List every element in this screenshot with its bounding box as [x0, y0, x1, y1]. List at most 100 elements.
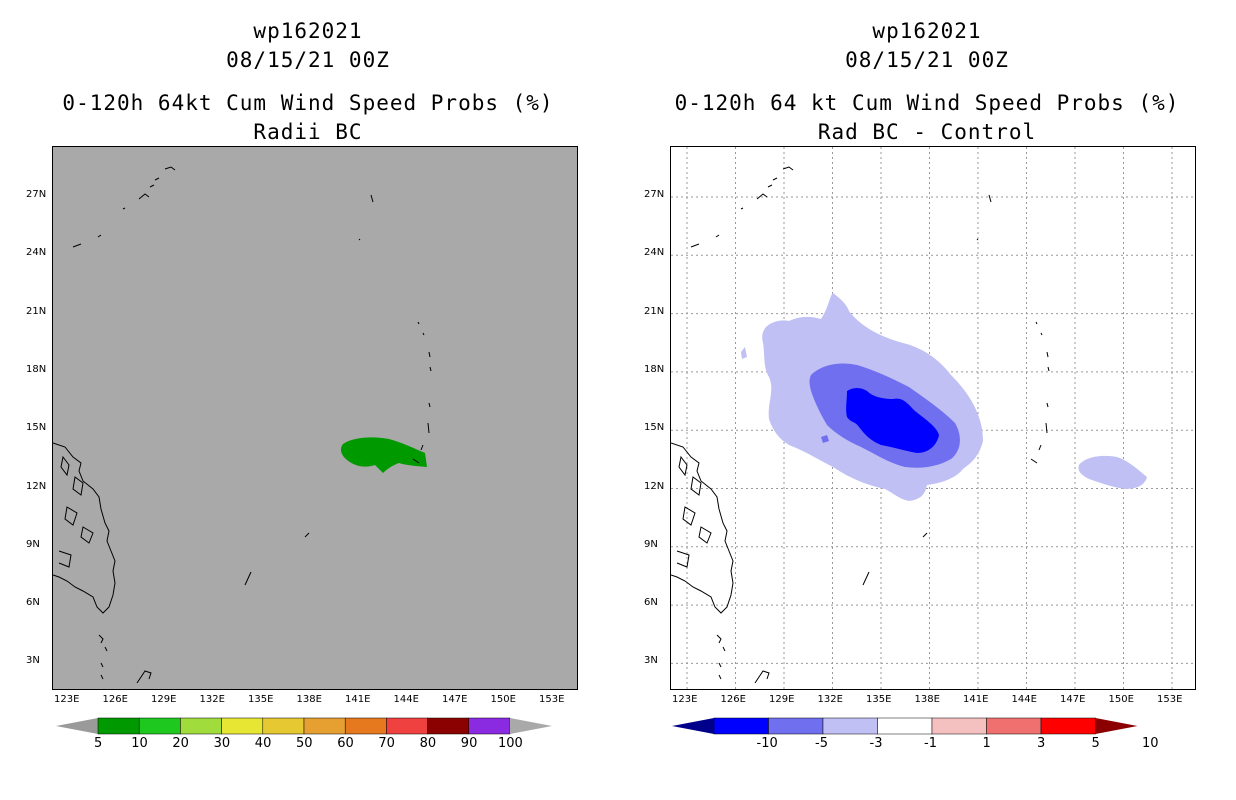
- colorbar-tick-label: 60: [337, 736, 354, 751]
- lon-tick-label: 138E: [914, 694, 940, 705]
- left-title-product: 0-120h 64kt Cum Wind Speed Probs (%): [62, 91, 554, 115]
- colorbar-tick-label: 5: [1091, 736, 1100, 751]
- lon-tick-label: 141E: [345, 694, 371, 705]
- colorbar-under-triangle: [672, 718, 714, 734]
- lat-tick-label: 6N: [644, 597, 658, 609]
- lat-tick-label: 6N: [26, 597, 40, 609]
- left-map-canvas: [53, 166, 432, 684]
- lat-tick-label: 21N: [26, 305, 47, 317]
- colorbar-tick-label: -10: [756, 736, 778, 751]
- left-title: wp162021 08/15/21 00Z: [0, 17, 616, 75]
- contour-minus1-small: [741, 347, 747, 359]
- colorbar-swatch: [713, 717, 769, 735]
- lat-tick-label: 24N: [644, 247, 665, 259]
- colorbar-swatch: [427, 717, 470, 735]
- lon-tick-label: 150E: [1108, 694, 1134, 705]
- left-map-panel: [52, 146, 578, 690]
- colorbar-tick-label: 70: [378, 736, 395, 751]
- colorbar-tick-label: -1: [924, 736, 937, 751]
- contour-minus1-east: [1078, 455, 1147, 489]
- colorbar-swatch: [221, 717, 264, 735]
- lon-tick-label: 123E: [672, 694, 698, 705]
- colorbar-swatch: [768, 717, 824, 735]
- colorbar-swatch: [303, 717, 346, 735]
- colorbar-tick-label: 20: [172, 736, 189, 751]
- lat-tick-label: 24N: [26, 247, 47, 259]
- lon-tick-label: 150E: [490, 694, 516, 705]
- lat-tick-label: 21N: [644, 305, 665, 317]
- lat-tick-label: 27N: [26, 189, 47, 200]
- lat-tick-label: 12N: [644, 480, 665, 492]
- lon-tick-label: 135E: [248, 694, 274, 705]
- lon-tick-label: 132E: [817, 694, 843, 705]
- lon-tick-label: 129E: [769, 694, 795, 705]
- colorbar-tick-label: 5: [94, 736, 103, 751]
- lon-tick-label: 126E: [720, 694, 746, 705]
- lon-tick-label: 126E: [102, 694, 128, 705]
- lon-tick-label: 135E: [866, 694, 892, 705]
- left-title-storm-id: wp162021: [253, 19, 363, 43]
- colorbar-tick-label: 30: [213, 736, 231, 751]
- lon-tick-label: 138E: [296, 694, 322, 705]
- contour-minus3-spot: [821, 435, 829, 443]
- colorbar-swatch: [344, 717, 387, 735]
- lon-tick-label: 123E: [54, 694, 80, 705]
- right-title-date: 08/15/21 00Z: [845, 48, 1009, 72]
- right-map-canvas: [671, 147, 1195, 689]
- colorbar-tick-label: 90: [460, 736, 478, 751]
- left-title-method: Radii BC: [253, 120, 363, 144]
- colorbar-tick-label: 80: [419, 736, 437, 751]
- left-coastlines: [53, 166, 432, 684]
- lon-tick-label: 132E: [199, 694, 225, 705]
- colorbar-tick-label: -3: [869, 736, 883, 751]
- lat-tick-label: 9N: [644, 538, 658, 550]
- lon-tick-label: 144E: [393, 694, 419, 705]
- colorbar-swatch: [877, 717, 933, 735]
- colorbar-swatch: [97, 717, 140, 735]
- colorbar-swatch: [468, 717, 511, 735]
- lat-tick-label: 9N: [26, 538, 40, 550]
- colorbar-swatch: [931, 717, 987, 735]
- colorbar-swatch: [386, 717, 428, 735]
- colorbar-over-triangle: [1095, 718, 1138, 734]
- colorbar-tick-label: -5: [815, 736, 828, 751]
- colorbar-tick-label: 40: [254, 736, 272, 751]
- probability-contour-5-10: [340, 437, 427, 473]
- colorbar-swatch: [822, 717, 878, 735]
- lon-tick-label: 147E: [442, 694, 468, 705]
- lat-tick-label: 18N: [26, 363, 47, 375]
- colorbar-tick-label: 10: [131, 736, 148, 751]
- lat-tick-label: 3N: [26, 655, 40, 667]
- right-title-product: 0-120h 64 kt Cum Wind Speed Probs (%): [674, 91, 1180, 115]
- colorbar-tick-label: 100: [498, 736, 523, 751]
- colorbar-tick-label: 3: [1037, 736, 1046, 751]
- colorbar-swatch: [1040, 717, 1096, 735]
- left-colorbar: [56, 717, 552, 735]
- right-coastlines: [671, 166, 1050, 684]
- colorbar-swatch: [262, 717, 305, 735]
- right-title-storm-id: wp162021: [872, 19, 982, 43]
- right-subtitle: 0-120h 64 kt Cum Wind Speed Probs (%) Ra…: [618, 89, 1236, 147]
- right-title-method: Rad BC - Control: [817, 120, 1037, 144]
- colorbar-swatch: [180, 717, 222, 735]
- lat-tick-label: 3N: [644, 655, 658, 667]
- lon-tick-label: 153E: [539, 694, 565, 705]
- colorbar-tick-label: 1: [982, 736, 991, 751]
- lat-tick-label: 18N: [644, 363, 665, 375]
- right-map-panel: [670, 146, 1196, 690]
- left-subtitle: 0-120h 64kt Cum Wind Speed Probs (%) Rad…: [0, 89, 616, 147]
- colorbar-under-triangle: [56, 718, 98, 734]
- lat-tick-label: 27N: [644, 189, 665, 200]
- lon-tick-label: 141E: [963, 694, 989, 705]
- right-colorbar: [672, 717, 1138, 735]
- colorbar-over-triangle: [510, 718, 552, 734]
- lon-tick-label: 147E: [1060, 694, 1086, 705]
- left-title-date: 08/15/21 00Z: [226, 48, 390, 72]
- colorbar-tick-label: 10: [1142, 736, 1159, 751]
- contour-minus5-minus10: [846, 388, 939, 453]
- lat-tick-label: 12N: [26, 480, 47, 492]
- lat-tick-label: 15N: [644, 422, 665, 434]
- colorbar-swatch: [986, 717, 1042, 735]
- lon-tick-label: 153E: [1157, 694, 1183, 705]
- lat-tick-label: 15N: [26, 422, 47, 434]
